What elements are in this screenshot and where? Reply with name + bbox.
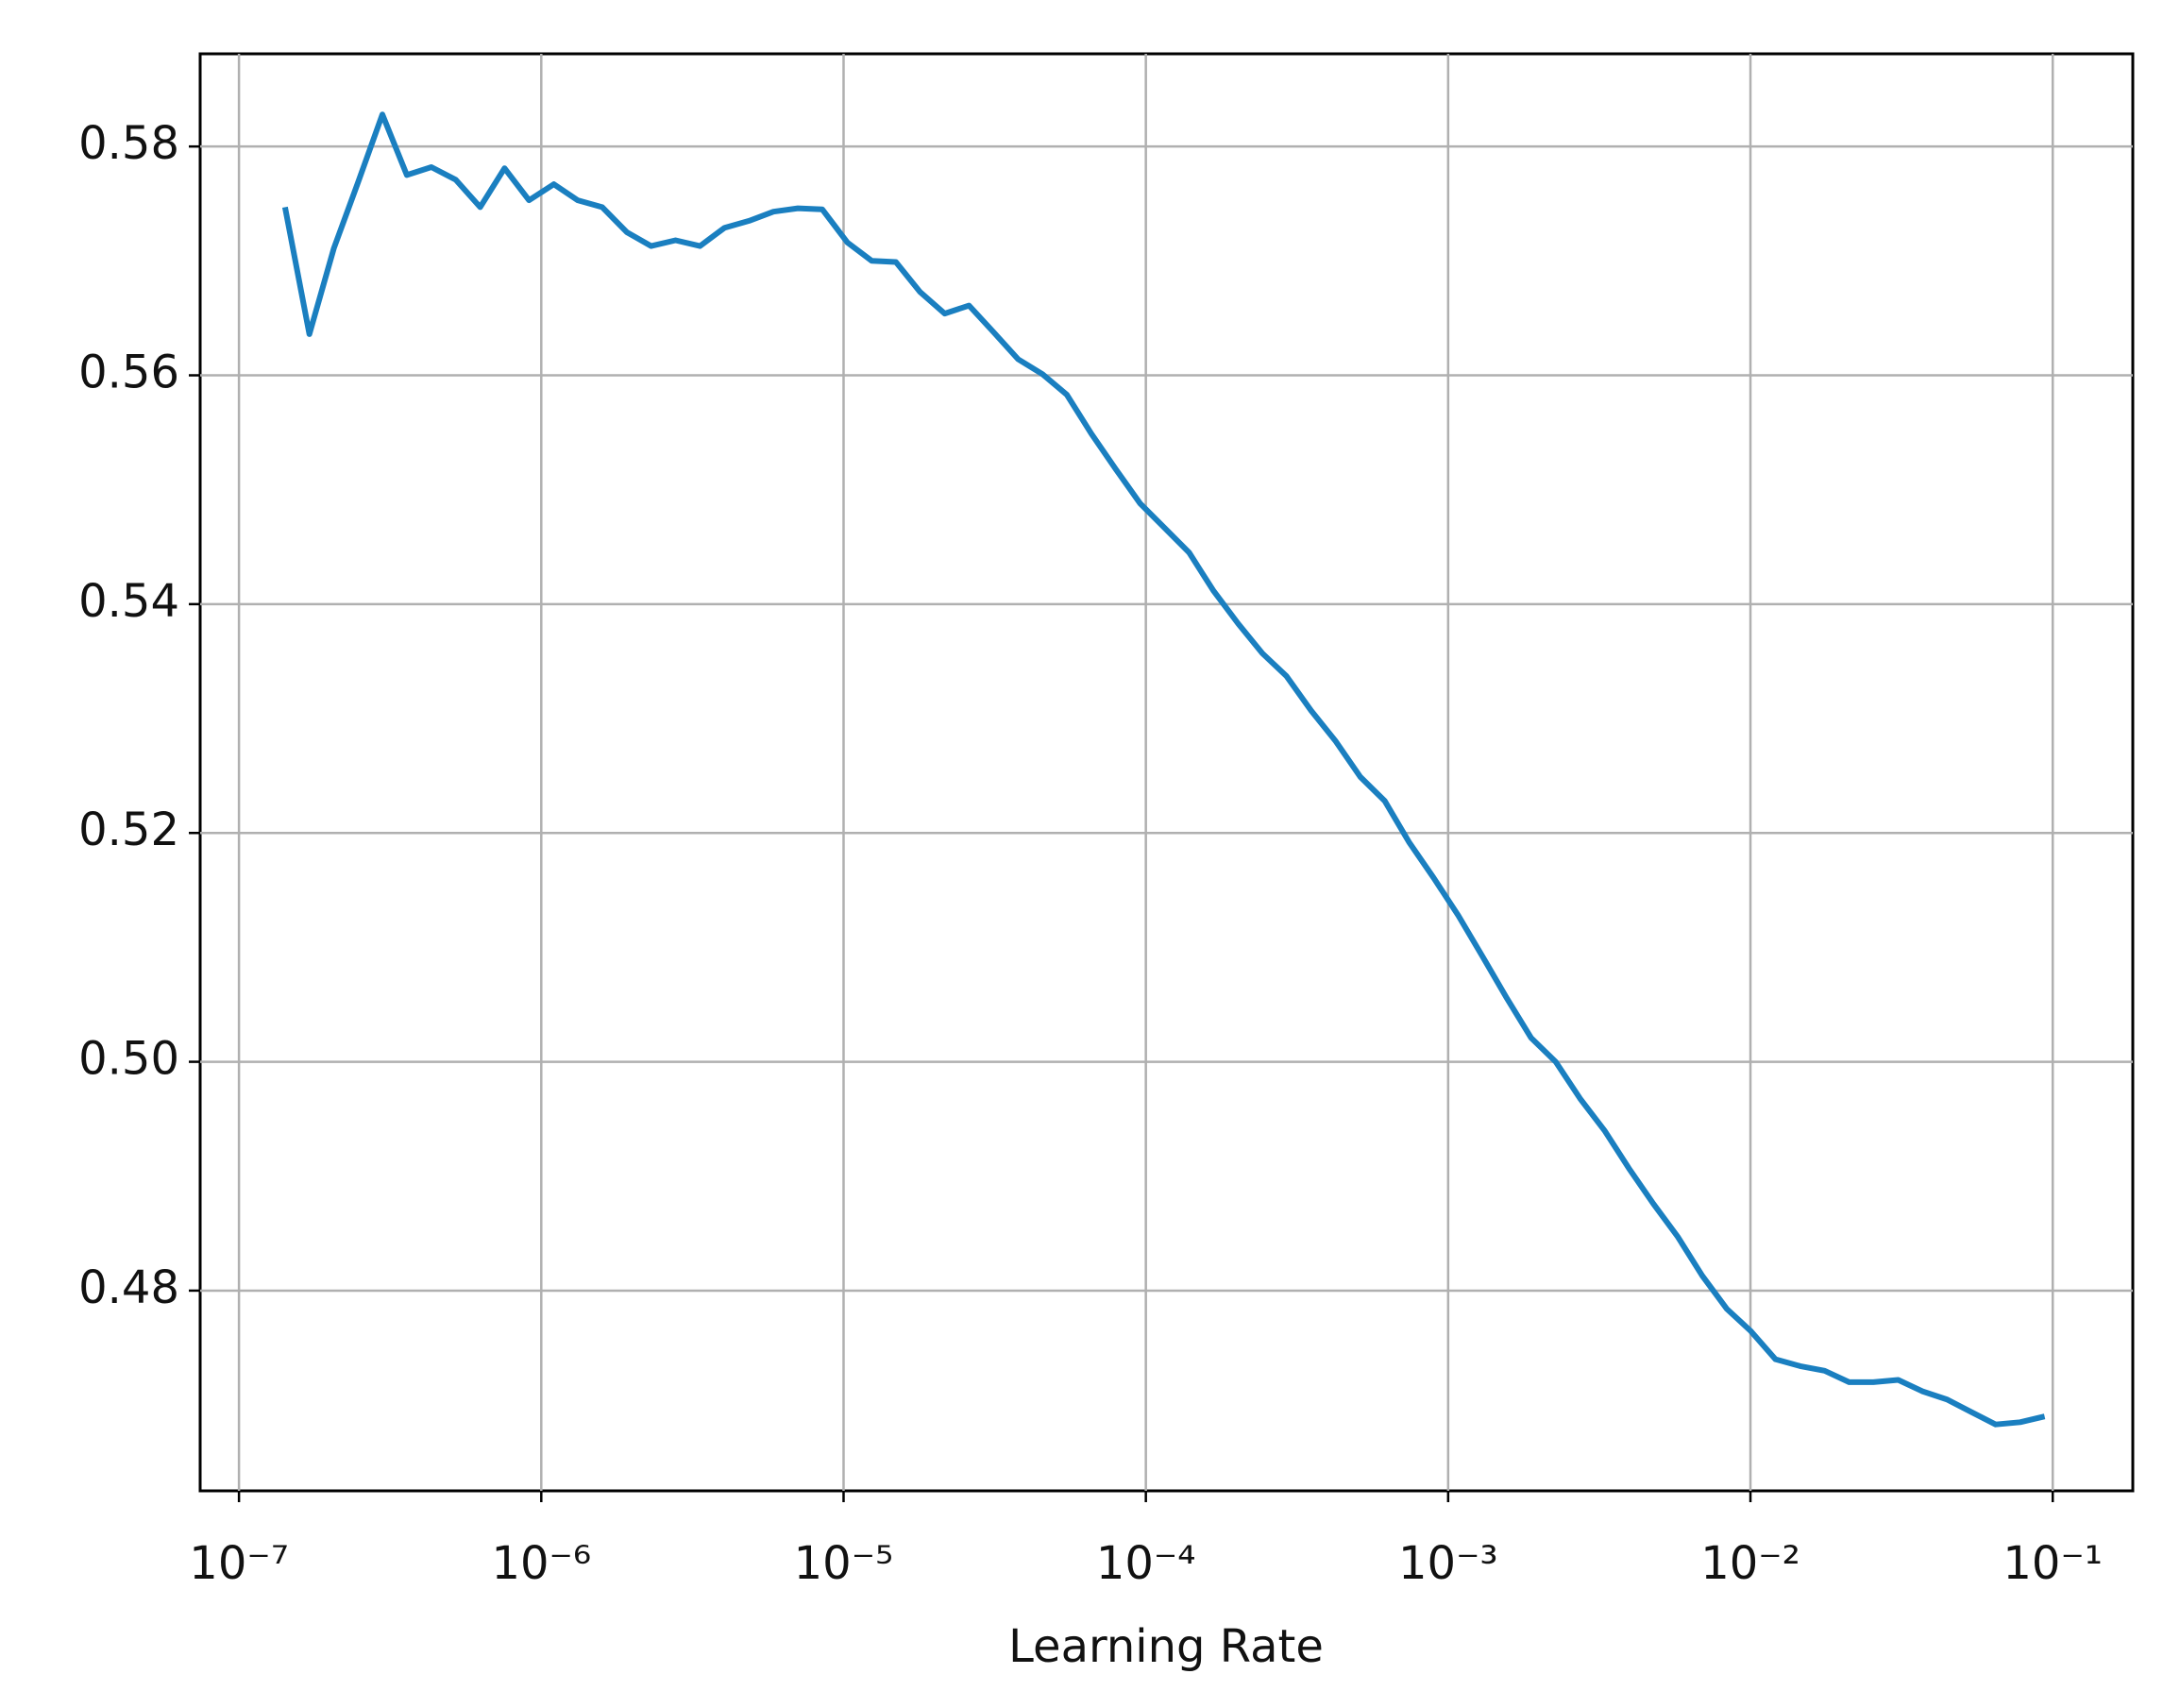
x-tick-label: 10⁻⁴	[1096, 1537, 1196, 1590]
x-tick-label: 10⁻²	[1700, 1537, 1800, 1590]
y-tick-label: 0.58	[78, 117, 179, 170]
x-tick-label: 10⁻⁷	[189, 1537, 289, 1590]
y-tick-label: 0.50	[78, 1033, 179, 1086]
y-tick-label: 0.56	[78, 347, 179, 399]
y-tick-label: 0.52	[78, 803, 179, 856]
plot-frame	[198, 52, 2135, 1493]
x-tick-label: 10⁻⁵	[794, 1537, 894, 1590]
x-tick-label: 10⁻¹	[2002, 1537, 2103, 1590]
x-tick-label: 10⁻³	[1398, 1537, 1498, 1590]
x-tick-label: 10⁻⁶	[491, 1537, 591, 1590]
x-axis-label: Learning Rate	[1008, 1620, 1324, 1673]
data-line	[281, 111, 2046, 1428]
y-tick-label: 0.48	[78, 1261, 179, 1314]
y-tick-label: 0.54	[78, 575, 179, 628]
